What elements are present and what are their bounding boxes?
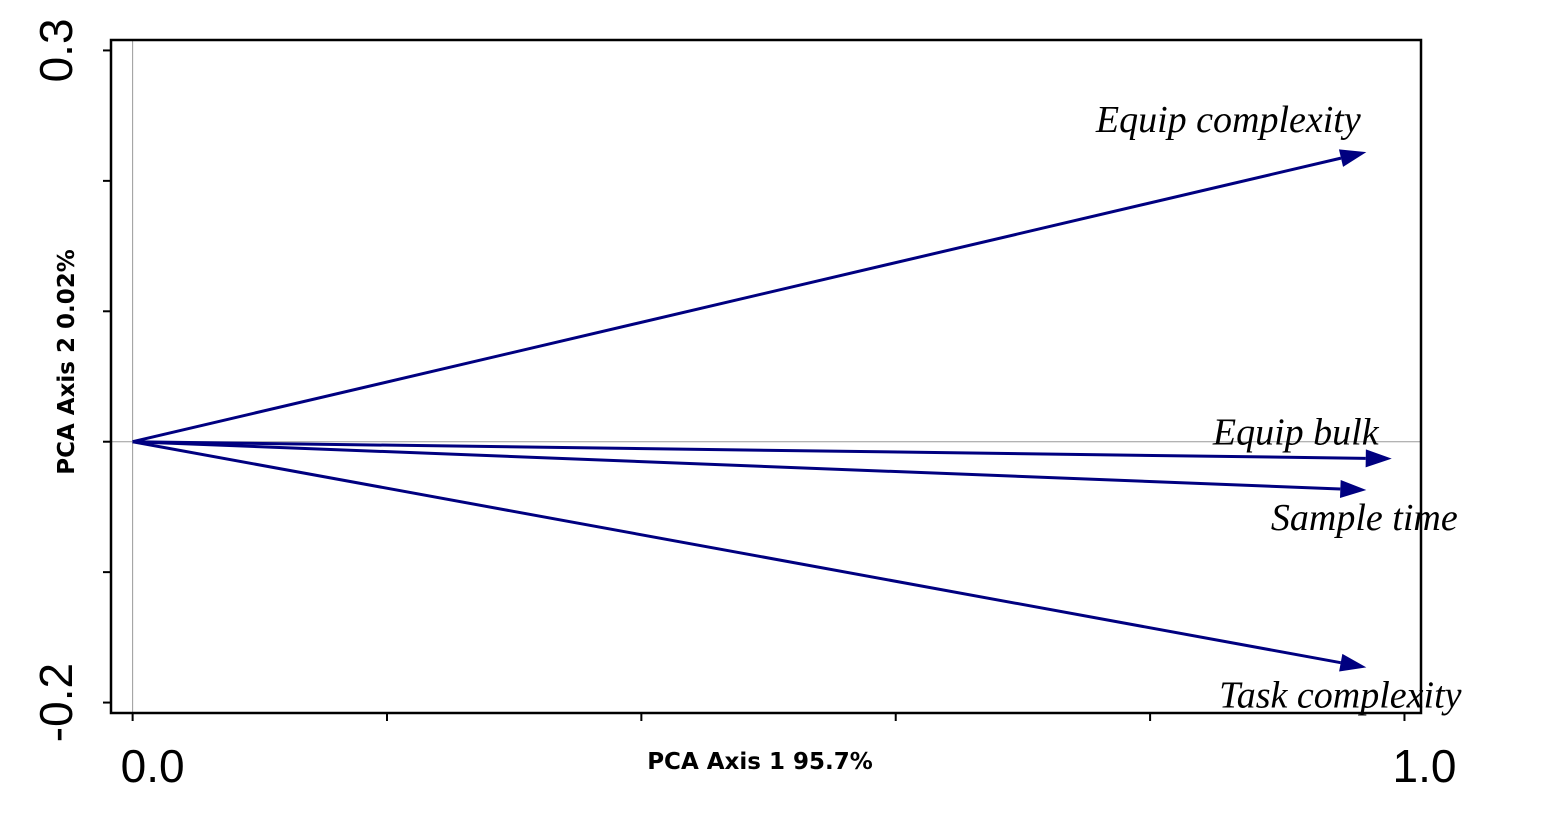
vector-arrowhead	[1339, 479, 1367, 498]
loading-vectors: Equip complexity Equip bulk Sample time Tas…	[132, 99, 1462, 716]
vector-label: Sample time	[1271, 497, 1458, 539]
vector-label: Equip complexity	[1095, 99, 1361, 141]
tick-labels: 0.0 1.0 -0.2 0.3	[30, 18, 1456, 792]
vector-line	[132, 440, 1341, 491]
plot-frame	[109, 38, 1423, 715]
vector-label: Task complexity	[1219, 674, 1462, 716]
vector-arrowhead	[1365, 449, 1392, 468]
y-tick-label: -0.2	[30, 663, 82, 742]
vector-arrowhead	[1339, 653, 1367, 672]
x-tick-label: 0.0	[121, 740, 185, 792]
axis-ticks	[103, 49, 1406, 721]
vector-line	[132, 440, 1342, 665]
y-axis-label: PCA Axis 2 0.02%	[54, 249, 80, 475]
vector-line	[132, 156, 1342, 444]
vector-label: Equip bulk	[1212, 412, 1380, 454]
x-tick-label: 1.0	[1392, 740, 1456, 792]
vector-arrowhead	[1338, 149, 1367, 167]
x-axis-label: PCA Axis 1 95.7%	[647, 749, 873, 775]
vector-line	[132, 440, 1366, 460]
y-tick-label: 0.3	[30, 18, 82, 82]
